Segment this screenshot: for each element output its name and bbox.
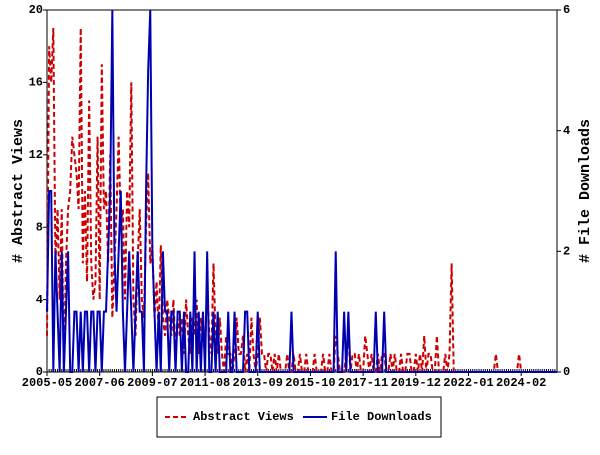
legend-label: Abstract Views xyxy=(193,410,294,424)
y-tick-label: 20 xyxy=(29,3,43,17)
y-tick-label: 0 xyxy=(36,365,43,379)
legend-box xyxy=(156,396,442,438)
x-tick-label: 2011-08 xyxy=(180,376,230,390)
x-tick-label: 2009-07 xyxy=(127,376,177,390)
y2-axis-label: # File Downloads xyxy=(577,119,594,263)
y-tick-label: 16 xyxy=(29,76,43,90)
x-tick-label: 2024-02 xyxy=(496,376,546,390)
x-tick-label: 2017-11 xyxy=(338,376,388,390)
x-tick-label: 2022-01 xyxy=(443,376,493,390)
x-tick-label: 2005-05 xyxy=(22,376,72,390)
x-tick-label: 2019-12 xyxy=(391,376,441,390)
x-tick-label: 2007-06 xyxy=(74,376,124,390)
y2-tick-label: 2 xyxy=(563,245,570,259)
y-tick-label: 4 xyxy=(36,293,43,307)
x-tick-label: 2013-09 xyxy=(233,376,283,390)
y2-tick-label: 4 xyxy=(563,124,570,138)
y-tick-label: 12 xyxy=(29,148,43,162)
legend-label: File Downloads xyxy=(331,410,432,424)
series-line xyxy=(46,28,557,373)
y-axis-label: # Abstract Views xyxy=(10,119,27,263)
x-tick-label: 2015-10 xyxy=(285,376,335,390)
series-line xyxy=(46,9,557,373)
y2-tick-label: 0 xyxy=(563,365,570,379)
y2-tick-label: 6 xyxy=(563,3,570,17)
y-tick-label: 8 xyxy=(36,220,43,234)
